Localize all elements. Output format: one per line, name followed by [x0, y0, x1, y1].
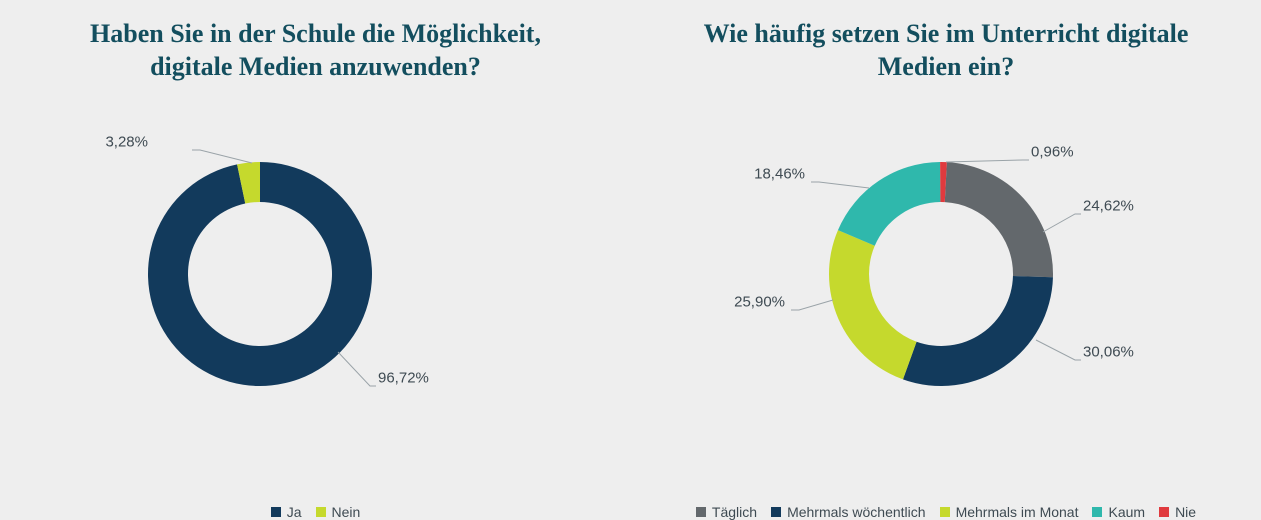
slice-callout: 96,72% [378, 370, 429, 387]
left-donut-chart [20, 93, 611, 498]
right-panel: Wie häufig setzen Sie im Unterricht digi… [631, 0, 1261, 514]
legend-item: Ja [271, 504, 302, 520]
legend-item: Kaum [1092, 504, 1145, 520]
donut-slice [829, 230, 917, 379]
slice-callout: 25,90% [734, 294, 785, 311]
leader-line [1036, 340, 1081, 360]
legend-label: Täglich [712, 504, 757, 520]
legend-swatch [940, 507, 950, 517]
leader-line [1043, 214, 1081, 232]
legend-label: Nein [332, 504, 361, 520]
donut-slice [945, 162, 1053, 277]
leader-line [811, 182, 869, 188]
legend-item: Mehrmals im Monat [940, 504, 1079, 520]
legend-label: Nie [1175, 504, 1196, 520]
slice-callout: 3,28% [105, 134, 148, 151]
legend-swatch [771, 507, 781, 517]
right-chart-title: Wie häufig setzen Sie im Unterricht digi… [686, 18, 1206, 83]
legend-swatch [696, 507, 706, 517]
legend-swatch [271, 507, 281, 517]
legend-item: Nie [1159, 504, 1196, 520]
leader-line [946, 160, 1029, 162]
slice-callout: 24,62% [1083, 198, 1134, 215]
legend-swatch [316, 507, 326, 517]
left-chart-title: Haben Sie in der Schule die Möglichkeit,… [56, 18, 576, 83]
right-chart-container: 24,62% 30,06% 25,90% 18,46% 0,96% [651, 93, 1241, 498]
slice-callout: 18,46% [754, 166, 805, 183]
legend-swatch [1092, 507, 1102, 517]
slice-callout: 0,96% [1031, 144, 1074, 161]
leader-line [338, 352, 376, 386]
donut-slice [838, 162, 940, 246]
left-chart-container: 96,72% 3,28% [20, 93, 611, 498]
left-panel: Haben Sie in der Schule die Möglichkeit,… [0, 0, 631, 514]
legend-item: Nein [316, 504, 361, 520]
legend-label: Mehrmals im Monat [956, 504, 1079, 520]
leader-line [192, 150, 252, 163]
slice-callout: 30,06% [1083, 344, 1134, 361]
legend-item: Täglich [696, 504, 757, 520]
right-legend: Täglich Mehrmals wöchentlich Mehrmals im M… [696, 504, 1196, 520]
donut-slice [903, 276, 1053, 386]
left-legend: Ja Nein [271, 504, 361, 520]
legend-label: Kaum [1108, 504, 1145, 520]
legend-label: Ja [287, 504, 302, 520]
legend-item: Mehrmals wöchentlich [771, 504, 926, 520]
leader-line [791, 300, 833, 310]
legend-label: Mehrmals wöchentlich [787, 504, 926, 520]
legend-swatch [1159, 507, 1169, 517]
